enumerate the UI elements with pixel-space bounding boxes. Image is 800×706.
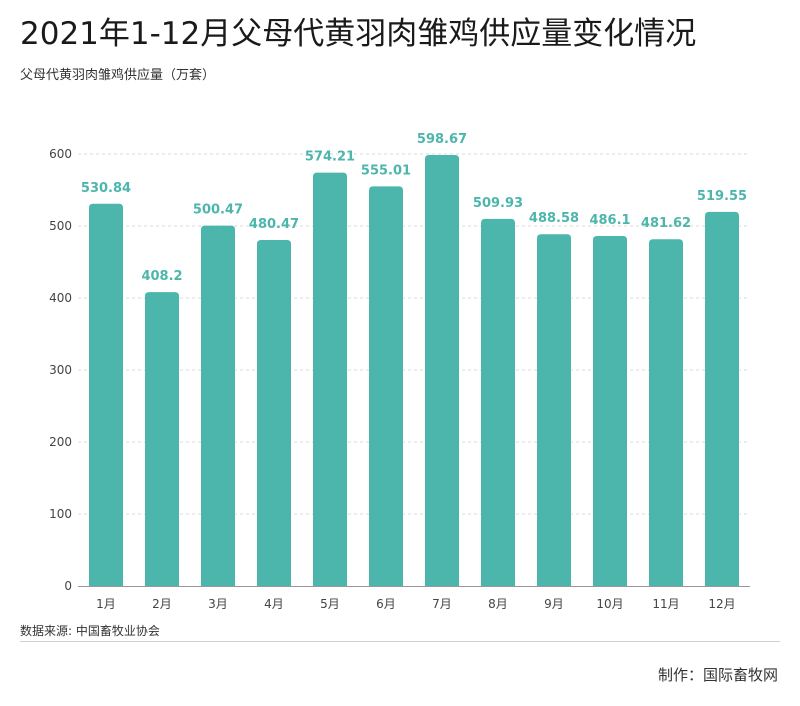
value-label: 509.93 — [473, 196, 523, 211]
y-tick-label: 0 — [64, 579, 72, 593]
y-tick-label: 500 — [49, 219, 72, 233]
value-label: 408.2 — [141, 269, 182, 284]
x-tick-label: 6月 — [376, 597, 396, 611]
value-label: 481.62 — [641, 216, 691, 231]
x-tick-label: 3月 — [208, 597, 228, 611]
x-tick-label: 2月 — [152, 597, 172, 611]
x-tick-label: 8月 — [488, 597, 508, 611]
bar — [649, 239, 683, 587]
x-tick-label: 9月 — [544, 597, 564, 611]
bar-chart: 0 100 200 300 400 500 600 530.84 1月 408.2 2月 500.47… — [49, 132, 750, 611]
x-tick-label: 10月 — [596, 597, 623, 611]
value-label: 598.67 — [417, 132, 467, 147]
x-tick-label: 7月 — [432, 597, 452, 611]
value-label: 574.21 — [305, 150, 355, 165]
value-label: 519.55 — [697, 189, 747, 204]
y-tick-label: 400 — [49, 291, 72, 305]
bar — [145, 292, 179, 586]
x-tick-label: 12月 — [708, 597, 735, 611]
bar — [313, 172, 347, 587]
chart-title: 2021年1-12月父母代黄羽肉雏鸡供应量变化情况 — [20, 16, 697, 52]
x-tick-label: 11月 — [652, 597, 679, 611]
value-label: 530.84 — [81, 181, 131, 196]
y-tick-label: 300 — [49, 363, 72, 377]
bar — [425, 154, 459, 587]
value-label: 486.1 — [589, 213, 630, 228]
bar — [593, 236, 627, 586]
data-source: 数据来源: 中国畜牧业协会 — [20, 624, 160, 638]
chart-subtitle: 父母代黄羽肉雏鸡供应量（万套） — [20, 68, 216, 83]
x-tick-label: 1月 — [96, 597, 116, 611]
footer-divider — [20, 641, 780, 642]
value-label: 480.47 — [249, 217, 299, 232]
y-tick-label: 600 — [49, 147, 72, 161]
y-tick-label: 200 — [49, 435, 72, 449]
bar — [201, 225, 235, 586]
y-tick-label: 100 — [49, 507, 72, 521]
credit-text: 制作：国际畜牧网 — [657, 666, 778, 684]
bar — [537, 234, 571, 586]
bar — [89, 203, 123, 586]
value-label: 488.58 — [529, 211, 579, 226]
bar — [369, 186, 403, 586]
x-tick-label: 5月 — [320, 597, 340, 611]
x-tick-label: 4月 — [264, 597, 284, 611]
value-label: 500.47 — [193, 203, 243, 218]
value-label: 555.01 — [361, 163, 411, 178]
bar — [705, 211, 739, 586]
bar — [257, 240, 291, 587]
bar — [481, 218, 515, 586]
